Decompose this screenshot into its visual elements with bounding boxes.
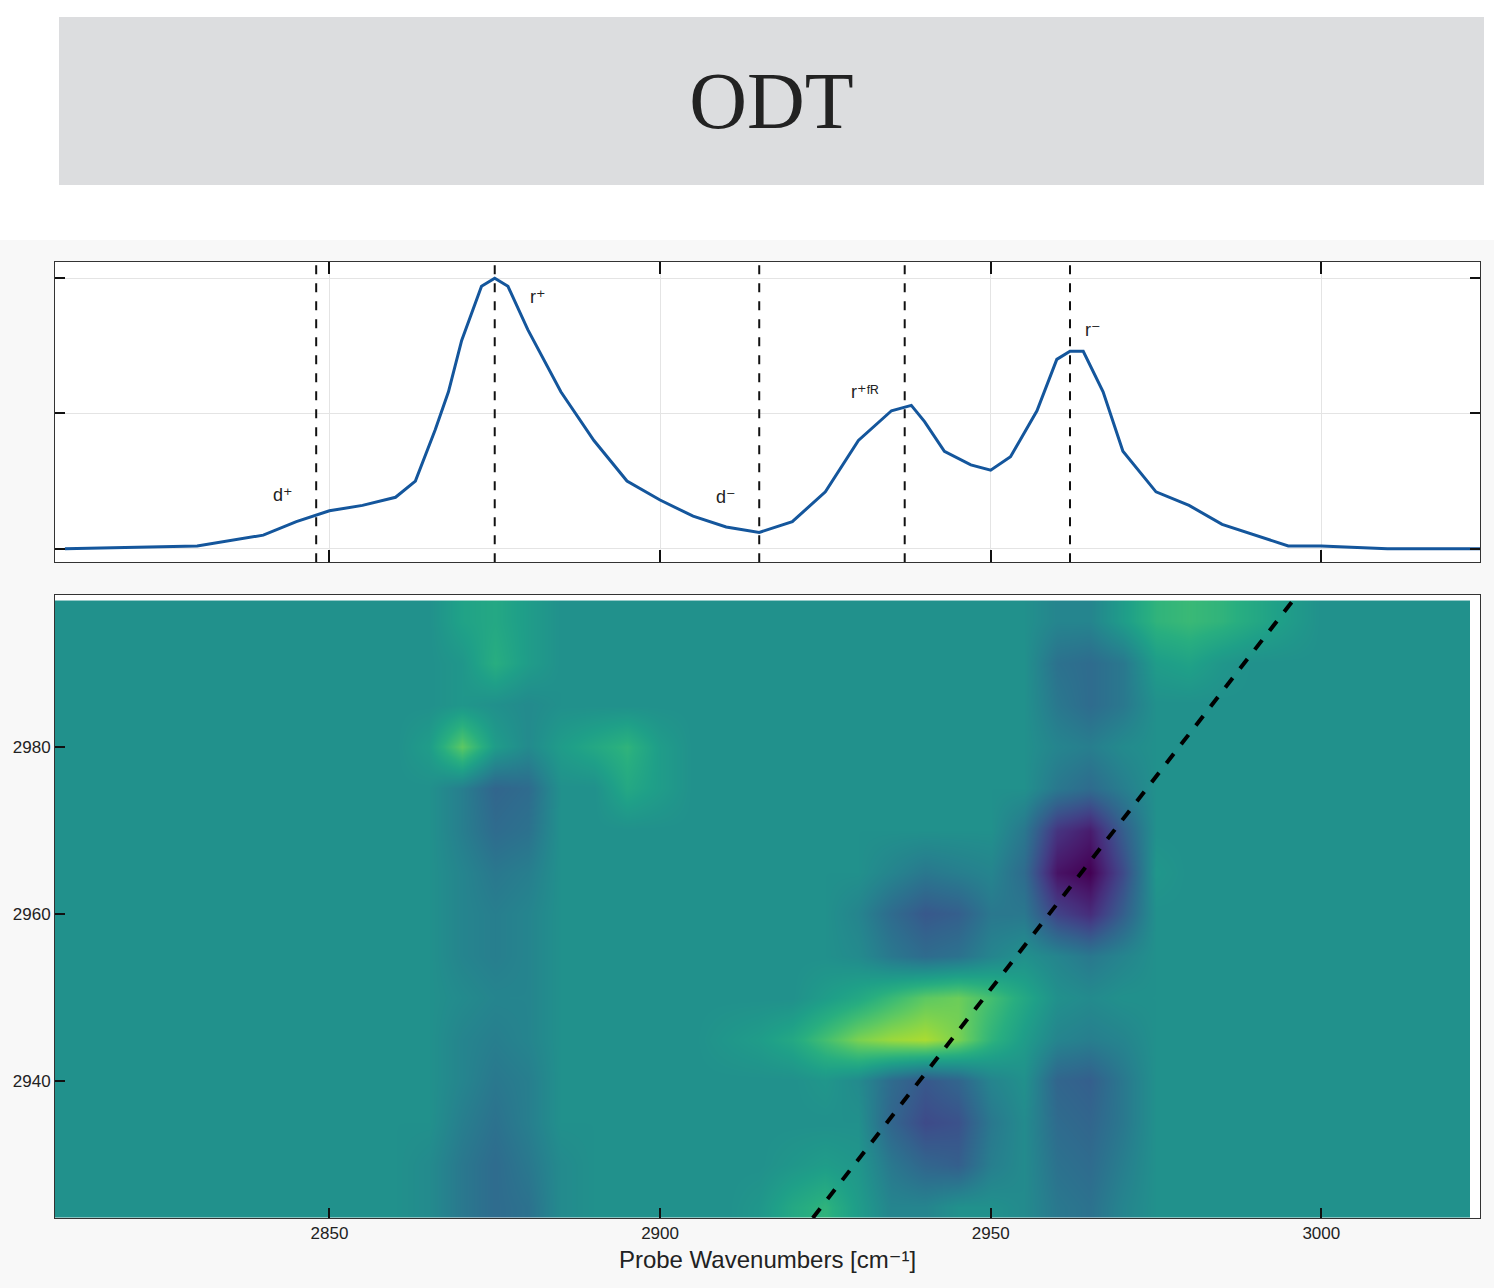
svg-text:r⁺ᶠᴿ: r⁺ᶠᴿ (851, 382, 879, 402)
svg-text:2950: 2950 (972, 1224, 1010, 1243)
svg-text:r⁺: r⁺ (530, 287, 546, 307)
svg-text:2980: 2980 (13, 738, 51, 757)
svg-text:d⁻: d⁻ (716, 487, 736, 507)
svg-text:3000: 3000 (1302, 1224, 1340, 1243)
svg-text:2960: 2960 (13, 905, 51, 924)
svg-text:2900: 2900 (641, 1224, 679, 1243)
svg-text:2940: 2940 (13, 1072, 51, 1091)
html-text:ODT: ODT (689, 57, 854, 145)
svg-text:r⁻: r⁻ (1085, 320, 1101, 340)
svg-text:2850: 2850 (311, 1224, 349, 1243)
svg-text:d⁺: d⁺ (273, 485, 293, 505)
svg-text:Probe Wavenumbers [cm⁻¹]: Probe Wavenumbers [cm⁻¹] (619, 1246, 916, 1273)
